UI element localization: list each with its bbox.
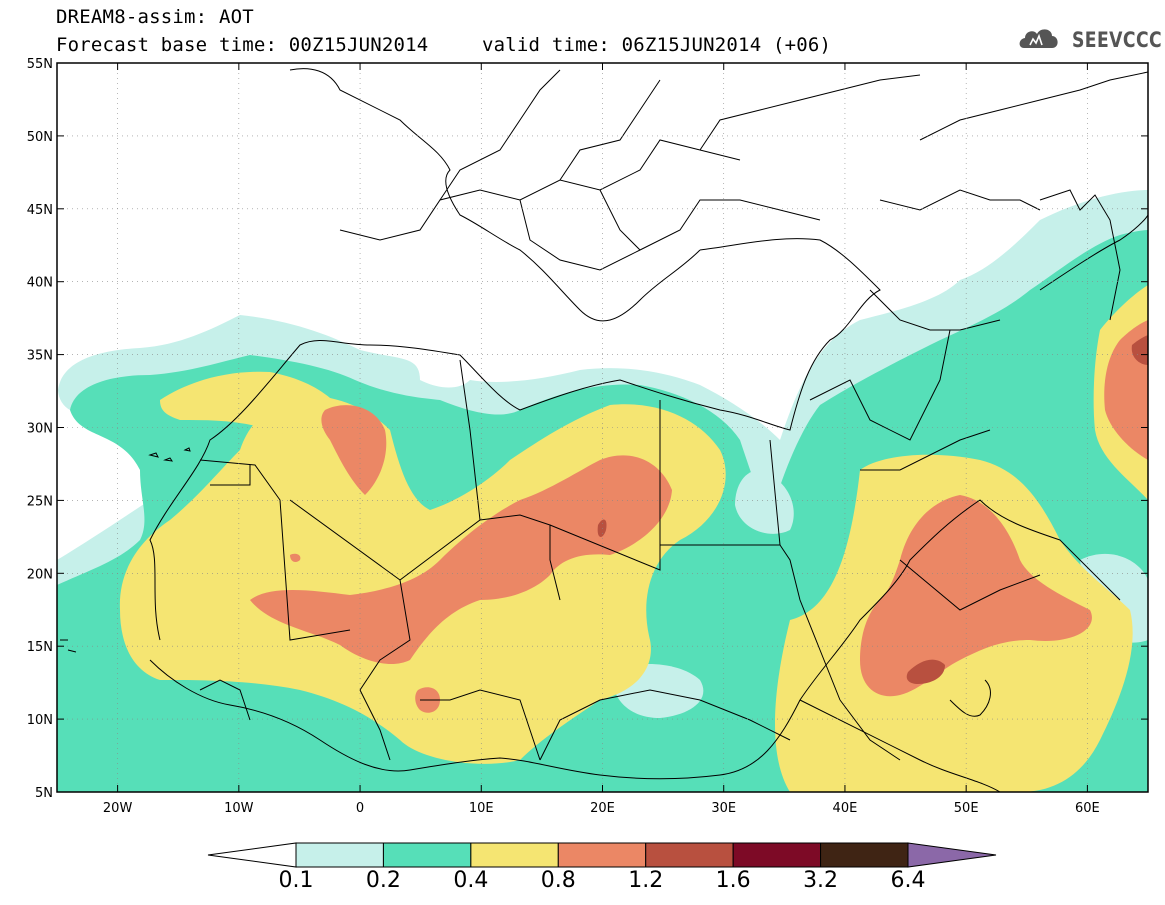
lat-label: 20N — [27, 567, 53, 582]
colorbar-low-extension — [207, 842, 297, 868]
map-axes: 5N 10N 15N 20N 25N 30N 35N 40N 45N 50N 55N 20W 10W 0 1… — [27, 57, 1148, 816]
valid-time: valid time: 06Z15JUN2014 (+06) — [482, 34, 832, 56]
lat-label: 55N — [27, 57, 53, 72]
lon-label: 20E — [590, 801, 615, 816]
colorbar-level-label: 0.2 — [365, 868, 401, 893]
colorbar-level-label: 0.4 — [453, 868, 489, 893]
coastlines — [60, 68, 1148, 792]
colorbar-swatch — [732, 842, 822, 868]
lon-label: 50E — [954, 801, 979, 816]
lon-label: 60E — [1075, 801, 1100, 816]
lon-label: 0 — [356, 801, 364, 816]
lat-label: 45N — [27, 203, 53, 218]
colorbar-swatch — [645, 842, 734, 868]
colorbar-level-label: 6.4 — [890, 868, 926, 893]
lat-label: 35N — [27, 349, 53, 364]
lat-label: 30N — [27, 422, 53, 437]
map-title: DREAM8-assim: AOT — [56, 6, 254, 28]
colorbar-level-label: 0.1 — [278, 868, 314, 893]
graticule — [57, 63, 1148, 792]
colorbar — [207, 842, 997, 868]
aot-field — [57, 190, 1148, 792]
colorbar-high-extension — [907, 842, 997, 868]
aot-band-1.2 — [906, 659, 945, 684]
colorbar-swatch — [470, 842, 559, 868]
colorbar-level-label: 1.6 — [715, 868, 751, 893]
aot-band-1.2 — [597, 519, 607, 537]
lat-label: 15N — [27, 640, 53, 655]
seevccc-logo — [1019, 29, 1058, 48]
colorbar-swatch — [295, 842, 384, 868]
lon-label: 40E — [833, 801, 858, 816]
lon-label: 10W — [224, 801, 254, 816]
aot-band-0.1-pocket — [735, 470, 794, 534]
colorbar-swatch — [557, 842, 647, 868]
lat-label: 5N — [35, 786, 53, 801]
lon-label: 10E — [469, 801, 494, 816]
aot-band-0.8-hotspot — [290, 553, 301, 563]
lon-label: 30E — [711, 801, 736, 816]
aot-band-1.2 — [1131, 335, 1148, 365]
aot-band-0.8 — [250, 455, 672, 665]
colorbar-level-label: 0.8 — [540, 868, 576, 893]
logo-text: SEEVCCC — [1072, 28, 1163, 52]
colorbar-level-label: 1.2 — [628, 868, 664, 893]
lat-label: 25N — [27, 494, 53, 509]
colorbar-swatch — [382, 842, 472, 868]
colorbar-level-label: 3.2 — [803, 868, 839, 893]
lat-label: 10N — [27, 713, 53, 728]
lat-label: 50N — [27, 130, 53, 145]
lon-label: 20W — [103, 801, 133, 816]
colorbar-swatch — [820, 842, 909, 868]
aot-band-0.4-morocco — [160, 371, 350, 437]
forecast-base-time: Forecast base time: 00Z15JUN2014 — [56, 34, 429, 56]
lat-label: 40N — [27, 276, 53, 291]
